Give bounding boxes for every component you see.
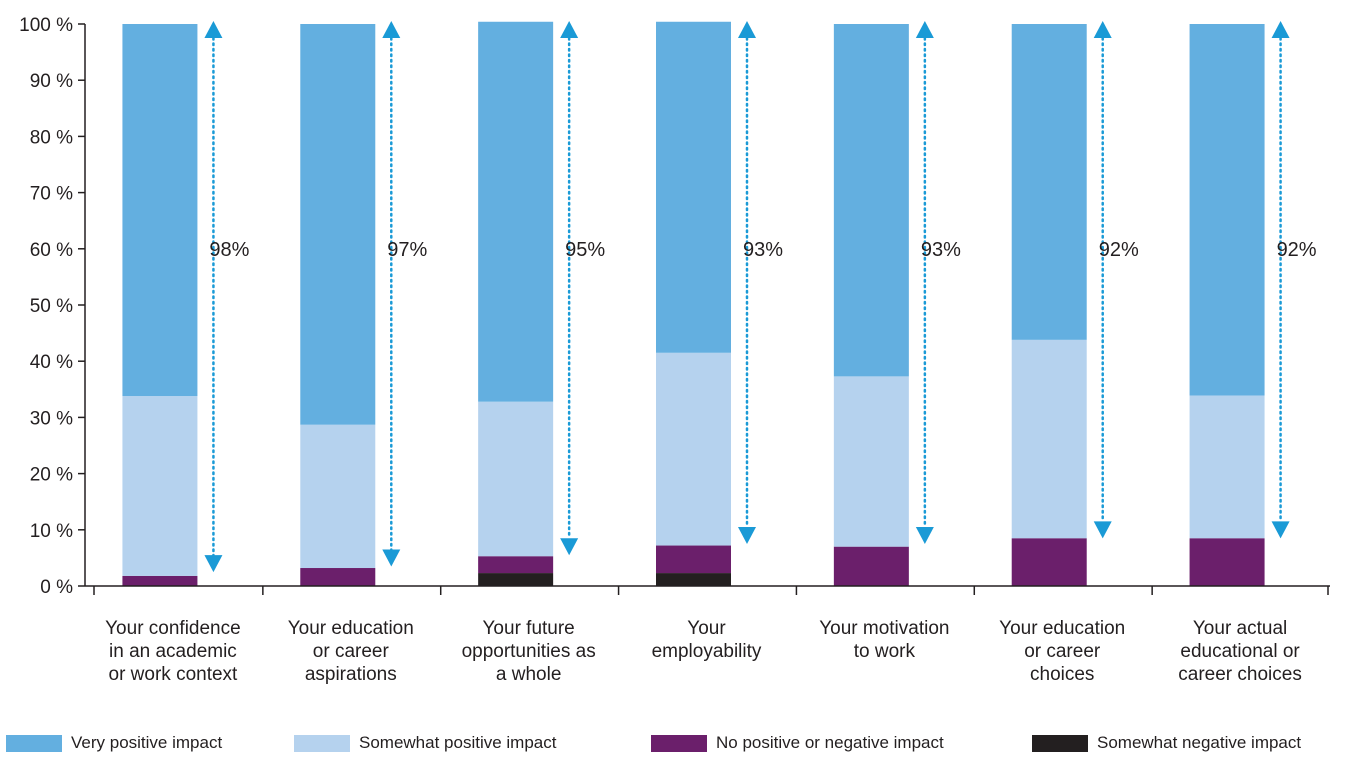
x-category-label-line: or career [1024,641,1101,662]
x-category-label-line: choices [1030,664,1094,685]
x-category-label-line: in an academic [109,641,237,662]
y-tick-label: 60 % [30,240,73,261]
y-tick-label: 70 % [30,184,73,205]
x-category-label-line: educational or [1180,641,1300,662]
x-category-label-line: Your education [288,618,414,639]
x-category-label-line: or career [313,641,390,662]
bar-segment-5-1 [1011,538,1087,586]
arrow-down-icon [204,555,223,573]
arrow-down-icon [1271,521,1290,539]
bar-segment-2-0 [478,573,554,586]
legend: Very positive impact Somewhat positive i… [0,732,1346,756]
bar-segment-3-0 [656,573,731,586]
x-category-label-line: to work [854,641,916,662]
arrow-down-icon [1093,521,1112,539]
annotation-label-5: 92% [1099,239,1139,261]
x-category-label-line: a whole [496,664,562,685]
y-tick-label: 20 % [30,465,73,486]
x-category-label-5: Your education or career choices [999,618,1125,685]
legend-label-no-impact: No positive or negative impact [716,733,944,752]
x-category-label-line: career choices [1178,664,1302,685]
bar-segment-6-1 [1189,538,1265,586]
x-category-label-6: Your actual educational or career choices [1178,618,1302,685]
y-tick-label: 90 % [30,71,73,92]
arrow-up-icon [915,21,934,38]
bar-segment-2-3 [478,21,554,402]
bar-segment-1-3 [300,24,376,425]
y-tick-label: 0 % [40,577,73,598]
arrow-up-icon [738,21,756,38]
legend-swatch-somewhat-negative [1032,735,1088,752]
stacked-bar-chart: 98% 97% 95% 93% 93% 92% 92% 0 % 10 % 20 % 30 % 40 %… [19,15,1330,685]
bar-segment-0-2 [122,396,198,576]
annotation-label-6: 92% [1277,239,1317,261]
y-tick-label: 80 % [30,127,73,148]
bar-segment-2-2 [478,401,554,557]
x-category-label-line: employability [652,641,762,662]
arrow-down-icon [382,549,401,567]
bar-segment-6-2 [1189,395,1265,539]
bar-segment-3-3 [656,21,731,353]
bar-segment-0-3 [122,24,198,397]
arrow-down-icon [915,527,934,545]
x-category-label-line: Your motivation [819,618,949,639]
x-category-label-2: Your future opportunities as a whole [462,618,596,685]
bar-segment-5-3 [1011,24,1087,340]
annotation-label-2: 95% [565,239,605,261]
x-category-label-4: Your motivation to work [819,618,949,662]
bar-segment-2-1 [478,556,554,574]
annotation-label-1: 97% [387,239,427,261]
legend-label-somewhat-positive: Somewhat positive impact [359,733,557,752]
x-category-label-line: aspirations [305,664,397,685]
bar-segment-1-1 [300,568,376,586]
arrow-up-icon [1093,21,1112,38]
x-category-label-line: opportunities as [462,641,596,662]
legend-label-somewhat-negative: Somewhat negative impact [1097,733,1302,752]
y-tick-label: 100 % [19,15,73,36]
x-category-label-line: Your future [483,618,575,639]
arrow-up-icon [560,21,579,38]
bar-segment-4-2 [833,376,909,547]
x-category-label-0: Your confidence in an academic or work con… [105,618,241,685]
annotation-label-0: 98% [209,239,249,261]
x-category-label-1: Your education or career aspirations [288,618,414,685]
y-tick-label: 50 % [30,296,73,317]
x-category-label-line: Your confidence [105,618,241,639]
bar-segment-0-1 [122,575,198,586]
x-category-label-line: Your [687,618,726,639]
arrow-up-icon [1271,21,1290,38]
bar-segment-1-2 [300,424,376,569]
arrow-down-icon [560,538,579,556]
legend-swatch-no-impact [651,735,707,752]
x-category-label-line: Your actual [1193,618,1287,639]
bar-segment-3-2 [656,352,731,546]
legend-swatch-very-positive [6,735,62,752]
y-tick-label: 40 % [30,352,73,373]
arrow-up-icon [204,21,223,38]
arrow-up-icon [382,21,401,38]
y-tick-label: 30 % [30,408,73,429]
legend-swatch-somewhat-positive [294,735,350,752]
annotation-label-3: 93% [743,239,783,261]
x-category-label-line: Your education [999,618,1125,639]
y-tick-label: 10 % [30,521,73,542]
x-category-label-3: Your employability [652,618,762,662]
annotation-label-4: 93% [921,239,961,261]
bar-segment-4-3 [833,24,909,377]
arrow-down-icon [738,527,756,545]
legend-label-very-positive: Very positive impact [71,733,223,752]
bar-segment-3-1 [656,545,731,574]
bar-segment-6-3 [1189,24,1265,396]
bar-segment-4-1 [833,546,909,586]
bar-segment-5-2 [1011,339,1087,539]
x-category-label-line: or work context [109,664,239,685]
